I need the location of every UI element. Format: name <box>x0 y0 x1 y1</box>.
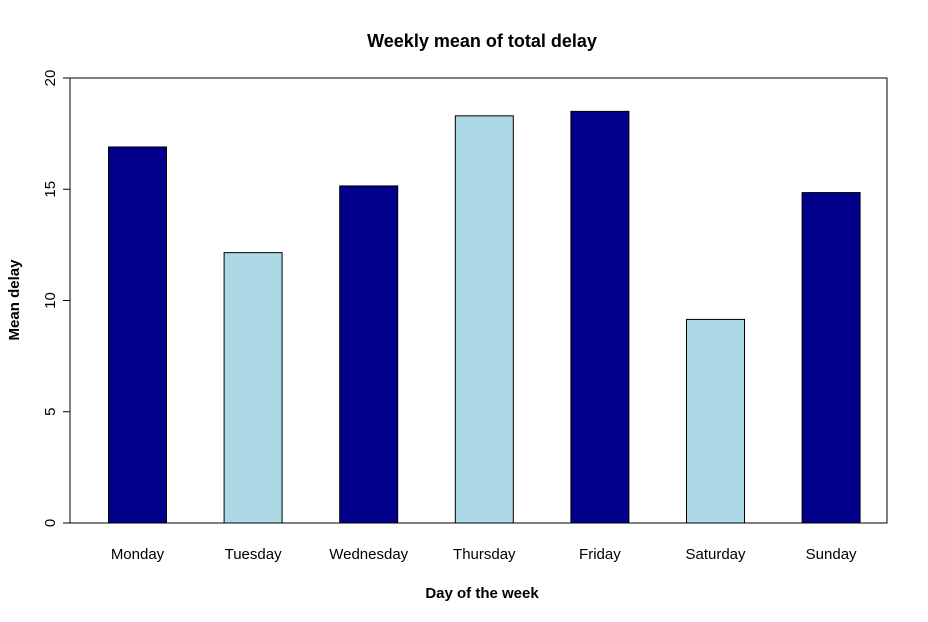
y-tick-label: 0 <box>42 519 59 527</box>
y-tick-label: 15 <box>42 181 59 198</box>
bar-saturday <box>686 318 745 524</box>
bar-tuesday <box>223 252 283 524</box>
y-tick-label: 10 <box>42 292 59 309</box>
x-tick-label: Sunday <box>806 546 857 563</box>
bar-sunday <box>801 192 861 524</box>
x-tick-label: Monday <box>111 546 165 563</box>
x-axis-title: Day of the week <box>425 585 539 602</box>
y-axis-title: Mean delay <box>6 259 23 341</box>
y-axis: 0 5 10 15 20 <box>42 70 71 527</box>
plot-frame <box>69 77 888 524</box>
bar-thursday <box>454 115 514 524</box>
x-tick-label: Thursday <box>453 546 516 563</box>
x-tick-labels: Monday Tuesday Wednesday Thursday Friday Satu… <box>111 546 857 563</box>
y-tick-label: 20 <box>42 70 59 87</box>
x-tick-label: Wednesday <box>329 546 408 563</box>
bar-wednesday <box>339 185 399 524</box>
y-tick-label: 5 <box>42 408 59 416</box>
x-tick-label: Friday <box>579 546 621 563</box>
x-tick-label: Saturday <box>685 546 746 563</box>
bar-friday <box>570 110 630 524</box>
bars <box>108 110 861 524</box>
bar-monday <box>108 146 167 524</box>
chart-title: Weekly mean of total delay <box>367 31 597 51</box>
x-tick-label: Tuesday <box>225 546 282 563</box>
